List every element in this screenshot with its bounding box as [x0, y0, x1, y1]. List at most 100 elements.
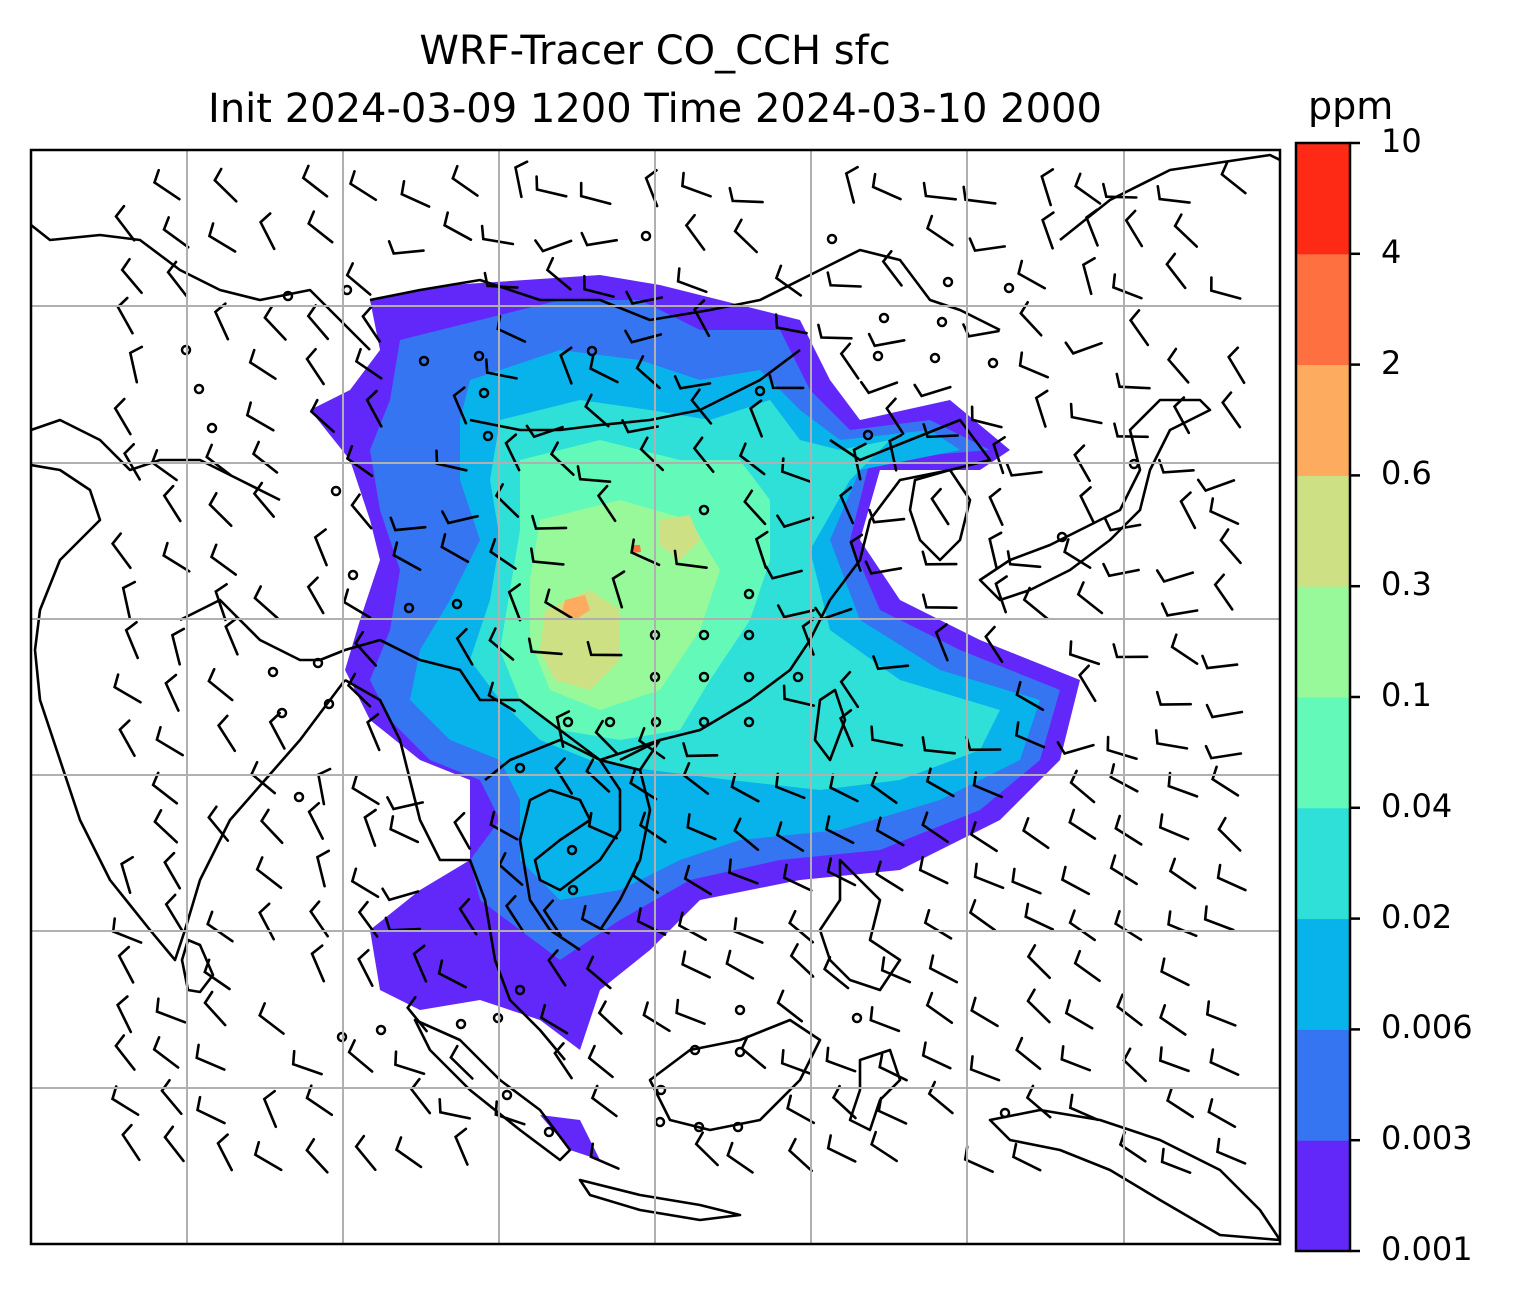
wind-barb — [443, 211, 473, 241]
wind-barb — [764, 565, 803, 580]
wind-barb — [553, 1042, 573, 1080]
wind-barb — [1196, 478, 1236, 493]
wind-barb — [310, 944, 326, 983]
wind-barb — [583, 274, 615, 298]
wind-barb — [1019, 301, 1043, 337]
wind-barb — [406, 996, 428, 1033]
wind-barb — [1179, 491, 1197, 530]
calm-wind-marker — [693, 1121, 705, 1133]
wind-barb — [514, 160, 529, 199]
wind-barb — [676, 267, 708, 294]
contour-small-north — [540, 1115, 600, 1160]
wind-barb — [839, 486, 855, 525]
colorbar-segment — [1296, 1029, 1350, 1141]
calm-wind-marker — [743, 588, 755, 600]
wind-barb — [208, 492, 233, 527]
calm-wind-marker — [689, 1044, 701, 1056]
wind-barb — [206, 910, 234, 943]
calm-wind-marker — [482, 430, 494, 442]
wind-barb — [155, 725, 184, 757]
wind-barb — [164, 673, 180, 712]
wind-barb — [1207, 1098, 1237, 1128]
wind-barb — [151, 771, 179, 805]
wind-barb — [483, 271, 519, 289]
wind-barb — [969, 821, 998, 853]
wind-barb — [345, 445, 374, 478]
wind-barb — [922, 181, 957, 201]
wind-barb — [826, 1134, 857, 1163]
wind-barb — [1227, 346, 1246, 385]
calm-wind-marker — [514, 762, 526, 774]
wind-barb — [354, 630, 377, 667]
wind-barb — [817, 323, 853, 340]
wind-barb — [826, 271, 862, 288]
wind-barb — [1073, 949, 1101, 983]
wind-barb — [963, 1145, 994, 1173]
wind-barb — [1156, 185, 1191, 204]
wind-barb — [458, 898, 478, 936]
calm-wind-marker — [1056, 531, 1068, 543]
chart-subtitle: Init 2024-03-09 1200 Time 2024-03-10 200… — [208, 86, 1102, 132]
colorbar-tick-label: 0.3 — [1381, 565, 1432, 604]
wind-barb — [306, 304, 330, 341]
wind-barb — [611, 570, 626, 609]
wind-barb — [829, 773, 859, 803]
wind-barb — [585, 758, 611, 793]
wind-barb — [214, 583, 228, 622]
wind-barb — [366, 713, 381, 752]
calm-wind-marker — [1003, 282, 1015, 294]
wind-barb — [786, 1094, 816, 1125]
coastline-vietnam — [598, 738, 662, 931]
wind-barb — [1211, 765, 1240, 797]
wind-barb — [539, 1003, 569, 1035]
wind-barb — [644, 169, 659, 208]
wind-barb — [962, 323, 1000, 338]
wind-barb — [927, 1080, 954, 1115]
colorbar-segment — [1296, 1140, 1350, 1252]
coastline-sulawesi — [848, 1048, 902, 1132]
wind-barb — [347, 1039, 374, 1073]
wind-barb — [1078, 664, 1097, 703]
wind-barb — [1068, 808, 1097, 840]
wind-barb — [392, 541, 422, 571]
wind-barb — [114, 204, 136, 242]
wind-barb — [1068, 909, 1096, 942]
wind-barb — [597, 1000, 623, 1035]
wind-barb — [584, 393, 610, 428]
calm-wind-marker — [743, 716, 755, 728]
wind-barb — [782, 863, 813, 892]
wind-barb — [354, 347, 383, 380]
calm-wind-marker — [267, 666, 279, 678]
wind-barb — [774, 264, 803, 297]
wind-barb — [120, 257, 143, 295]
wind-barb — [114, 1034, 136, 1071]
wind-barb — [152, 168, 181, 201]
contour-06-b — [632, 545, 641, 553]
wind-barb — [1109, 763, 1139, 793]
colorbar-segment — [1296, 807, 1350, 920]
wind-barb — [488, 627, 515, 661]
wind-barb — [885, 397, 905, 435]
border-himalaya — [344, 638, 601, 762]
wind-barb — [494, 483, 520, 518]
wind-barb — [307, 210, 334, 244]
wind-barb — [1102, 562, 1140, 578]
contour-03-east — [660, 515, 700, 560]
wind-barb — [934, 623, 949, 662]
wind-barb — [776, 604, 815, 619]
contour-06 — [562, 595, 590, 620]
wind-barb — [301, 164, 329, 198]
wind-barb — [870, 725, 904, 747]
wind-barb — [877, 1096, 908, 1125]
wind-barb — [988, 531, 1003, 570]
wind-barb — [839, 670, 860, 709]
wind-barb — [351, 774, 380, 806]
border-central-asia — [31, 223, 371, 351]
wind-barb — [1011, 867, 1042, 895]
calm-wind-marker — [501, 1089, 513, 1101]
wind-barb — [580, 231, 618, 247]
wind-barb — [255, 856, 283, 890]
wind-barb — [438, 1098, 471, 1120]
wind-barb — [825, 1046, 857, 1073]
wind-barb — [988, 487, 1004, 526]
